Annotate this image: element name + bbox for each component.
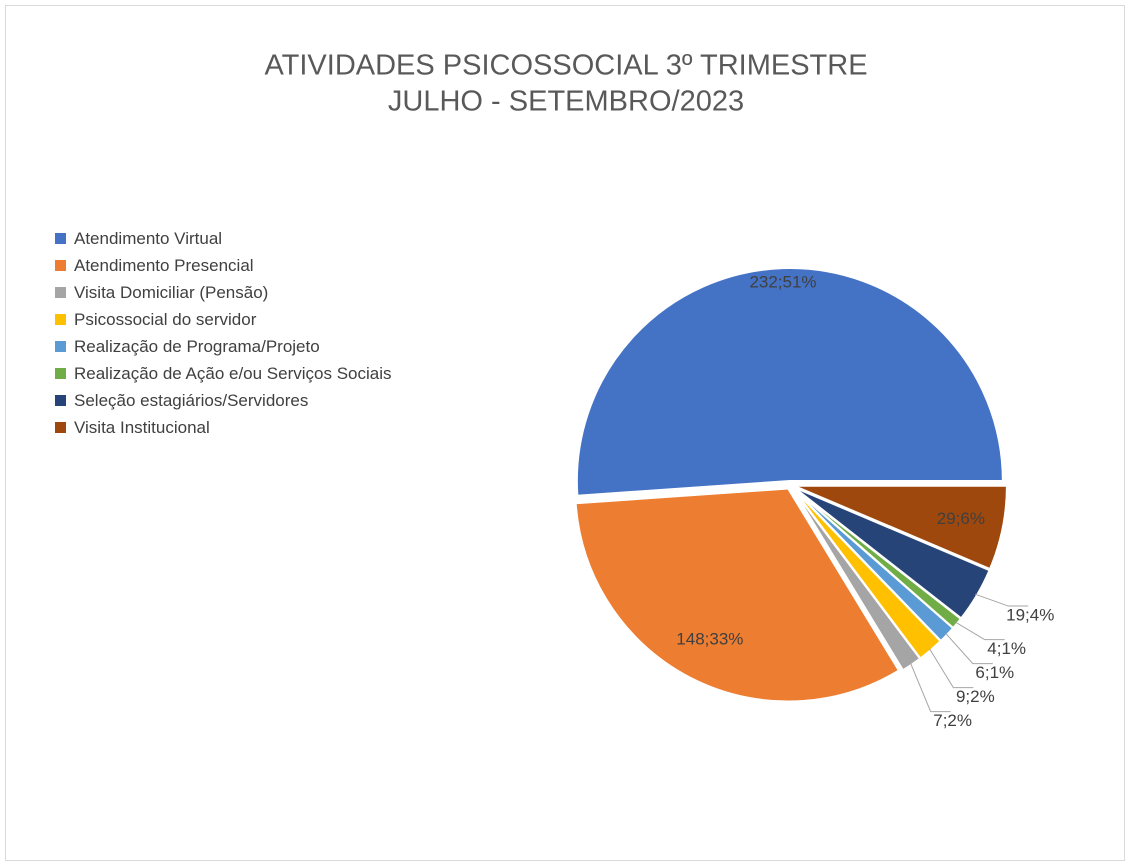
- legend-label: Atendimento Virtual: [74, 229, 223, 248]
- data-label: 9;2%: [956, 687, 995, 706]
- chart-title: JULHO - SETEMBRO/2023: [388, 86, 744, 118]
- legend-swatch: [55, 422, 66, 433]
- legend-label: Visita Institucional: [74, 418, 210, 437]
- legend-swatch: [55, 368, 66, 379]
- legend-item: Visita Institucional: [55, 417, 415, 438]
- data-label: 29;6%: [937, 509, 985, 528]
- pie-slice: [574, 487, 901, 703]
- legend-swatch: [55, 287, 66, 298]
- legend-item: Psicossocial do servidor: [55, 309, 415, 330]
- leader-line: [975, 593, 1029, 607]
- data-label: 19;4%: [1006, 606, 1054, 625]
- leader-line: [955, 621, 1005, 641]
- legend-swatch: [55, 314, 66, 325]
- data-label: 232;51%: [749, 273, 816, 292]
- data-label: 6;1%: [975, 663, 1014, 682]
- legend-item: Atendimento Virtual: [55, 228, 415, 249]
- leader-line: [929, 648, 974, 689]
- leader-line: [945, 632, 993, 665]
- legend-item: Realização de Ação e/ou Serviços Sociais: [55, 363, 415, 384]
- legend-item: Visita Domiciliar (Pensão): [55, 282, 415, 303]
- legend-label: Atendimento Presencial: [74, 256, 254, 275]
- legend-swatch: [55, 260, 66, 271]
- pie-slice: [793, 484, 1008, 571]
- data-label: 7;2%: [933, 711, 972, 730]
- chart-frame: [5, 5, 1125, 861]
- pie-slice: [575, 266, 1004, 497]
- data-label: 148;33%: [676, 629, 743, 648]
- legend-label: Realização de Ação e/ou Serviços Sociais: [74, 364, 392, 383]
- leader-line: [910, 662, 951, 713]
- legend-swatch: [55, 395, 66, 406]
- legend-item: Atendimento Presencial: [55, 255, 415, 276]
- legend-item: Realização de Programa/Projeto: [55, 336, 415, 357]
- legend-label: Realização de Programa/Projeto: [74, 337, 320, 356]
- legend-swatch: [55, 233, 66, 244]
- legend-swatch: [55, 341, 66, 352]
- data-label: 4;1%: [987, 639, 1026, 658]
- legend-label: Seleção estagiários/Servidores: [74, 391, 309, 410]
- legend-item: Seleção estagiários/Servidores: [55, 390, 415, 411]
- legend-label: Visita Domiciliar (Pensão): [74, 283, 269, 302]
- legend-label: Psicossocial do servidor: [74, 310, 257, 329]
- legend: Atendimento Virtual Atendimento Presencia…: [55, 228, 415, 444]
- chart-title: ATIVIDADES PSICOSSOCIAL 3º TRIMESTRE: [264, 50, 867, 82]
